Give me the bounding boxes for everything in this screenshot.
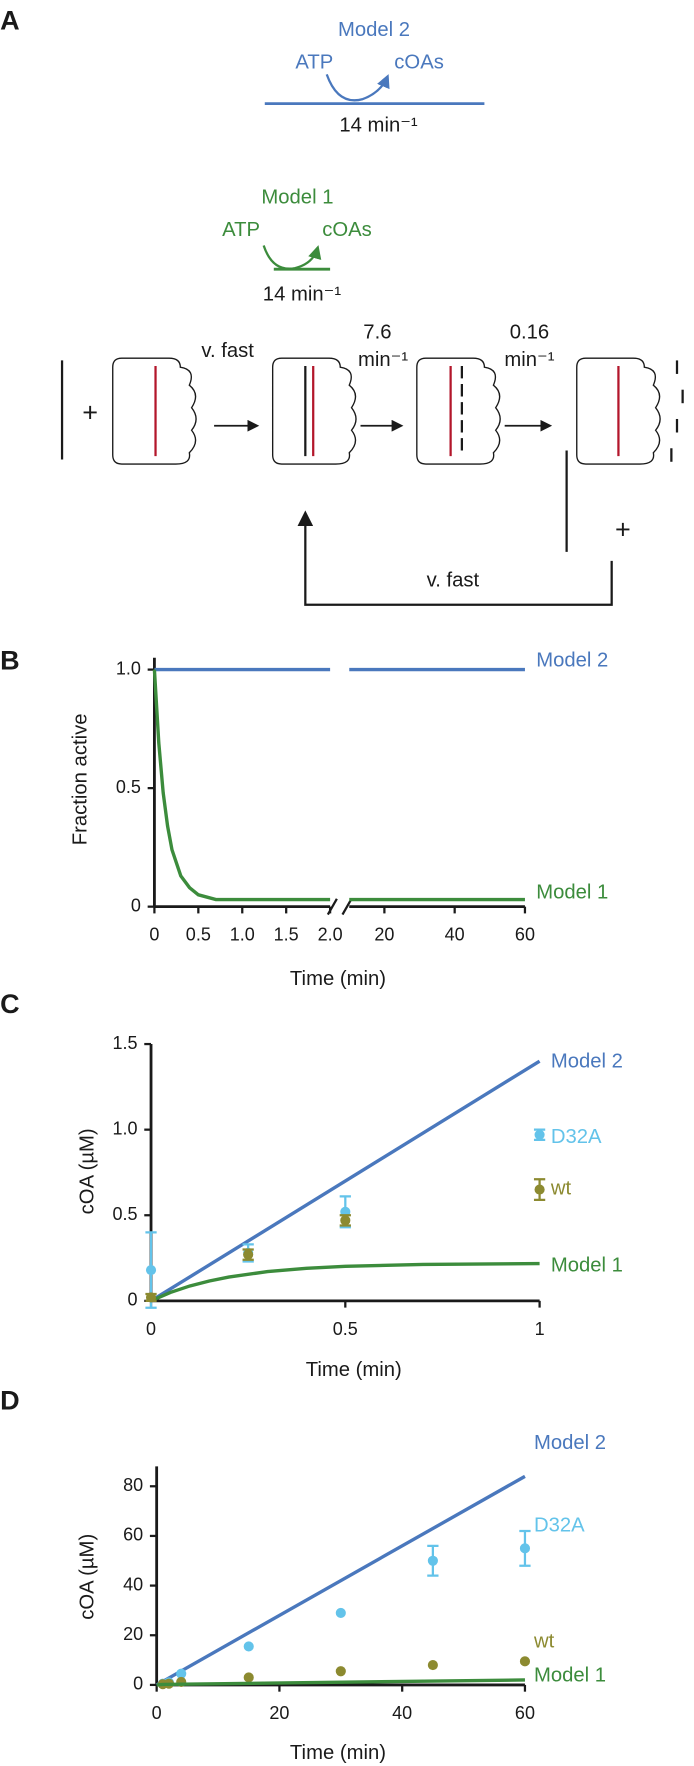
chart: 0 20 40 60 80 0 20 40 60 Time (min) cOA (µM) Model … <box>76 1432 606 1764</box>
x-tick-label: 20 <box>269 1703 289 1723</box>
product: cOAs <box>322 219 372 241</box>
reaction-scheme: + v. fast 7.6 min⁻¹ 0.16 min⁻¹ + v. fast <box>60 322 684 606</box>
step-rate: 0.16 <box>510 322 549 344</box>
panel-letter: C <box>0 989 20 1019</box>
data-point <box>243 1641 254 1652</box>
y-tick-label: 0 <box>133 1674 143 1694</box>
complex <box>416 357 501 465</box>
data-point <box>519 1543 531 1554</box>
y-tick-label: 60 <box>123 1525 143 1545</box>
chart: 0 0.5 1.0 0 0.5 1.0 1.5 2.0 20 40 60 Time (min) Frac… <box>70 649 609 990</box>
data-point <box>335 1666 346 1677</box>
x-tick-label: 0 <box>146 1319 156 1339</box>
model1-scheme: Model 1 ATP cOAs 14 min⁻¹ <box>222 187 372 306</box>
x-tick-label: 0.5 <box>333 1319 358 1339</box>
x-tick-label: 40 <box>392 1703 412 1723</box>
chart: 0 0.5 1.0 1.5 0 0.5 1 Time (min) cOA (µM) Model 2… <box>76 1033 623 1381</box>
x-tick-label: 40 <box>445 925 465 945</box>
series-label: wt <box>533 1630 555 1652</box>
series-line <box>156 1678 525 1687</box>
y-tick-label: 40 <box>123 1574 143 1594</box>
data-point <box>145 1264 157 1276</box>
arrow <box>262 245 322 270</box>
x-tick-label: 0 <box>149 925 159 945</box>
series-line <box>155 1474 526 1687</box>
panel-letter: B <box>0 645 20 675</box>
data-point <box>243 1672 254 1683</box>
step-rate: v. fast <box>201 340 254 362</box>
y-axis-label: cOA (µM) <box>76 1534 98 1620</box>
series-label: Model 1 <box>551 1254 623 1276</box>
data-point <box>534 1129 545 1140</box>
data-point <box>176 1668 187 1679</box>
y-tick-label: 1.5 <box>112 1033 137 1053</box>
data-point <box>340 1215 351 1226</box>
y-tick-label: 1.0 <box>116 658 141 678</box>
y-tick-label: 0.5 <box>112 1204 137 1224</box>
model-name: Model 1 <box>261 187 333 209</box>
x-tick-label: 60 <box>515 925 535 945</box>
y-tick-label: 1.0 <box>112 1118 137 1138</box>
y-tick-label: 0 <box>131 895 141 915</box>
rate: 14 min⁻¹ <box>339 115 418 137</box>
substrate: ATP <box>222 219 260 241</box>
x-tick-label: 0.5 <box>186 925 211 945</box>
x-tick-label: 1.0 <box>230 925 255 945</box>
data-point <box>427 1555 438 1566</box>
y-axis-label: Fraction active <box>70 713 92 845</box>
substrate: ATP <box>295 51 333 73</box>
x-axis-label: Time (min) <box>290 968 386 990</box>
y-tick-label: 0 <box>127 1290 137 1310</box>
model-name: Model 2 <box>338 19 410 41</box>
model2-scheme: Model 2 ATP cOAs 14 min⁻¹ <box>264 19 485 137</box>
recycle-arrow <box>297 510 613 606</box>
step-rate-unit: min⁻¹ <box>358 349 408 371</box>
panel-letter: A <box>0 6 20 36</box>
x-tick-label: 1 <box>535 1319 545 1339</box>
series-label: D32A <box>551 1126 602 1148</box>
arrow <box>325 73 390 102</box>
x-tick-label: 1.5 <box>274 925 299 945</box>
series-label: Model 2 <box>536 649 608 671</box>
x-axis-label: Time (min) <box>290 1742 386 1764</box>
step-rate-unit: min⁻¹ <box>504 349 554 371</box>
data-point <box>145 1292 157 1303</box>
series-label: Model 2 <box>551 1050 623 1072</box>
series-line <box>152 669 331 902</box>
y-tick-label: 0.5 <box>116 777 141 797</box>
product: cOAs <box>394 51 444 73</box>
axis-break <box>341 898 353 916</box>
x-tick-label: 0 <box>152 1703 162 1723</box>
y-tick-label: 80 <box>123 1475 143 1495</box>
data-point <box>534 1184 545 1195</box>
data-point <box>427 1659 438 1671</box>
y-tick-label: 20 <box>123 1624 143 1644</box>
x-tick-label: 60 <box>515 1703 535 1723</box>
data-point <box>519 1656 531 1667</box>
plus: + <box>615 515 631 545</box>
fragments <box>670 360 684 462</box>
data-point <box>335 1607 346 1618</box>
series-line <box>150 1059 541 1303</box>
x-tick-label: 2.0 <box>318 925 343 945</box>
series-label: Model 2 <box>534 1432 606 1454</box>
recycle-rate: v. fast <box>427 570 480 592</box>
data-point <box>243 1249 254 1260</box>
x-tick-label: 20 <box>374 925 394 945</box>
series-label: Model 1 <box>536 881 608 903</box>
series-label: Model 1 <box>534 1664 606 1686</box>
plus: + <box>82 398 98 428</box>
series-label: wt <box>550 1178 572 1200</box>
step-rate: 7.6 <box>363 322 391 344</box>
x-axis-label: Time (min) <box>306 1359 402 1381</box>
panel-letter: D <box>0 1385 20 1415</box>
rate: 14 min⁻¹ <box>263 283 342 305</box>
y-axis-label: cOA (µM) <box>76 1128 98 1214</box>
series-label: D32A <box>534 1514 585 1536</box>
series-line <box>150 1261 540 1303</box>
